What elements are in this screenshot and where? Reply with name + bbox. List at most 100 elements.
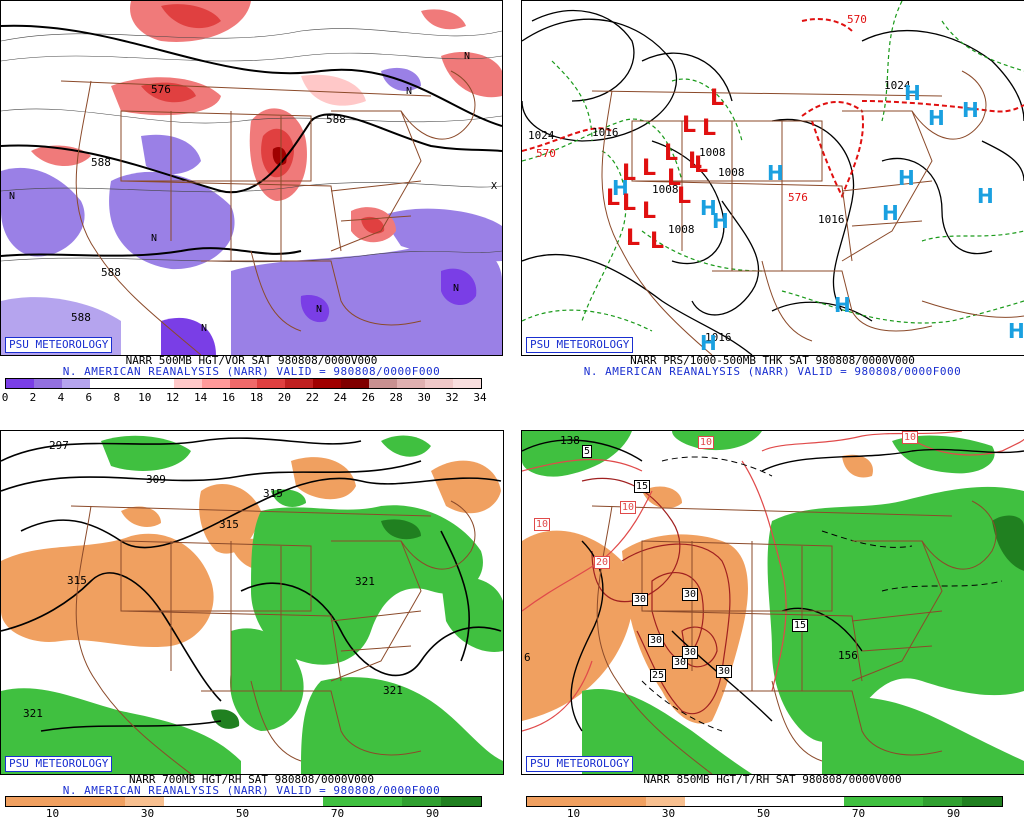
height-label: 6 xyxy=(524,651,531,664)
map-850mb-svg xyxy=(522,431,1024,774)
temperature-box: 30 xyxy=(682,588,699,601)
colorbar-swatch xyxy=(645,797,686,806)
psu-meteorology-badge: PSU METEOROLOGY xyxy=(526,337,634,353)
contour-label: 315 xyxy=(67,574,87,587)
panel-pressure-thickness: 1024 1016 1008 1008 1008 1008 1016 1024 … xyxy=(521,0,1024,405)
colorbar-swatch xyxy=(313,379,342,388)
high-pressure-marker: H xyxy=(904,81,921,105)
colorbar-swatch xyxy=(962,797,1002,806)
colorbar-swatch xyxy=(441,797,481,806)
rh-colorbar-labels: 10 30 50 70 90 xyxy=(5,807,480,820)
psu-meteorology-badge: PSU METEOROLOGY xyxy=(5,756,113,772)
temperature-box: 15 xyxy=(792,619,809,632)
colorbar-swatch xyxy=(164,797,204,806)
colorbar-swatch xyxy=(527,797,567,806)
colorbar-swatch xyxy=(173,379,202,388)
map-prs-svg xyxy=(522,1,1024,355)
temperature-box: 10 xyxy=(698,436,715,449)
vorticity-letter: N xyxy=(453,283,460,294)
rh-colorbar xyxy=(526,796,1003,807)
valid-time: N. AMERICAN REANALYSIS (NARR) VALID = 98… xyxy=(62,784,441,797)
isobar-label: 1016 xyxy=(705,331,732,344)
high-pressure-marker: H xyxy=(882,201,899,225)
panel-500mb-vorticity: 588 576 588 588 588 N N N N N N X N PSU … xyxy=(0,0,503,405)
vorticity-letter: N xyxy=(9,191,16,202)
temperature-box: 20 xyxy=(594,556,611,569)
colorbar-swatch xyxy=(566,797,607,806)
colorbar-tick-label: 4 xyxy=(57,391,65,404)
colorbar-swatch xyxy=(922,797,963,806)
colorbar-swatch xyxy=(257,379,286,388)
product-title: NARR 700MB HGT/RH SAT 980808/0000V000 xyxy=(128,773,375,786)
vorticity-letter: N xyxy=(464,51,471,62)
low-pressure-marker: L xyxy=(677,184,692,209)
colorbar-swatch xyxy=(843,797,884,806)
vorticity-letter: N xyxy=(316,304,323,315)
rh-colorbar xyxy=(5,796,482,807)
colorbar-swatch xyxy=(401,797,442,806)
low-pressure-marker: L xyxy=(710,86,725,111)
product-title: NARR 850MB HGT/T/RH SAT 980808/0000V000 xyxy=(643,773,902,786)
psu-meteorology-badge: PSU METEOROLOGY xyxy=(526,756,634,772)
colorbar-tick-label: 30 xyxy=(661,807,676,820)
vorticity-letter: N xyxy=(406,86,413,97)
colorbar-tick-label: 34 xyxy=(473,391,487,404)
colorbar-swatch xyxy=(804,797,844,806)
dewpoint-box: 5 xyxy=(582,445,593,458)
colorbar-swatch xyxy=(61,379,90,388)
vorticity-letter: N xyxy=(151,233,158,244)
colorbar-swatch xyxy=(606,797,646,806)
colorbar-swatch xyxy=(883,797,923,806)
high-pressure-marker: H xyxy=(712,209,729,233)
high-pressure-marker: H xyxy=(1008,319,1024,343)
colorbar-swatch xyxy=(764,797,805,806)
map-500mb: 588 576 588 588 588 N N N N N N X N PSU … xyxy=(0,0,503,356)
contour-label: 315 xyxy=(263,487,283,500)
vorticity-colorbar xyxy=(5,378,482,389)
colorbar-tick-label: 90 xyxy=(425,807,440,820)
isobar-label: 1008 xyxy=(652,183,679,196)
map-pressure-thickness: 1024 1016 1008 1008 1008 1008 1016 1024 … xyxy=(521,0,1024,356)
temperature-box: 30 xyxy=(716,665,733,678)
vorticity-colorbar-labels: 0 2 4 6 8 10 12 14 16 18 20 22 24 26 28 30 32 34 xyxy=(1,391,487,404)
colorbar-tick-label: 6 xyxy=(85,391,93,404)
colorbar-tick-label: 24 xyxy=(333,391,347,404)
colorbar-swatch xyxy=(397,379,426,388)
high-pressure-marker: H xyxy=(612,176,629,200)
temperature-box: 30 xyxy=(648,634,665,647)
low-pressure-marker: L xyxy=(650,229,665,254)
colorbar-swatch xyxy=(201,379,230,388)
low-pressure-marker: L xyxy=(682,113,697,138)
product-title: NARR PRS/1000-500MB THK SAT 980808/0000V… xyxy=(630,354,915,367)
colorbar-swatch xyxy=(6,379,34,388)
low-pressure-marker: L xyxy=(606,186,621,211)
temperature-box: 10 xyxy=(902,431,919,444)
isobar-label: 1024 xyxy=(528,129,555,142)
colorbar-tick-label: 30 xyxy=(417,391,431,404)
high-pressure-marker: H xyxy=(962,98,979,122)
low-pressure-marker: L xyxy=(622,161,637,186)
colorbar-swatch xyxy=(6,797,46,806)
colorbar-tick-label: 32 xyxy=(445,391,459,404)
colorbar-tick-label: 20 xyxy=(277,391,292,404)
colorbar-swatch xyxy=(203,797,244,806)
isobar-label: 1024 xyxy=(884,79,911,92)
low-pressure-marker: L xyxy=(664,141,679,166)
high-pressure-marker: H xyxy=(767,161,784,185)
contour-label: 588 xyxy=(91,156,111,169)
thickness-label: 576 xyxy=(788,191,808,204)
isobar-label: 1016 xyxy=(818,213,845,226)
colorbar-swatch xyxy=(685,797,725,806)
high-pressure-marker: H xyxy=(700,196,717,220)
isobar-label: 1008 xyxy=(699,146,726,159)
colorbar-swatch xyxy=(322,797,363,806)
contour-label: 321 xyxy=(23,707,43,720)
contour-label: 588 xyxy=(101,266,121,279)
thickness-label: 570 xyxy=(847,13,867,26)
colorbar-tick-label: 0 xyxy=(1,391,9,404)
high-pressure-marker: H xyxy=(928,106,945,130)
temperature-box: 30 xyxy=(682,646,699,659)
isobar-label: 1016 xyxy=(592,126,619,139)
height-label: 156 xyxy=(838,649,858,662)
colorbar-swatch xyxy=(45,797,86,806)
